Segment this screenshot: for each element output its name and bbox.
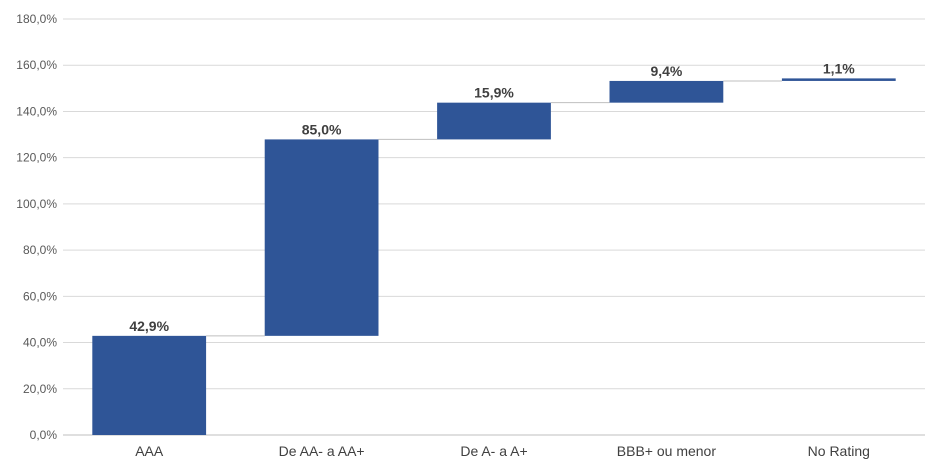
bars [92, 78, 896, 435]
y-tick-label: 40,0% [23, 336, 57, 350]
y-tick-label: 180,0% [16, 12, 57, 26]
bar [437, 102, 551, 140]
y-tick-label: 20,0% [23, 382, 57, 396]
connectors [206, 80, 782, 337]
bar [781, 78, 896, 81]
category-label: No Rating [808, 443, 870, 459]
data-labels: 42,9% 85,0% 15,9% 9,4% 1,1% [129, 60, 855, 333]
y-tick-label: 100,0% [16, 197, 57, 211]
category-label: De AA- a AA+ [279, 443, 365, 459]
data-label: 15,9% [474, 85, 514, 101]
x-axis-categories: AAA De AA- a AA+ De A- a A+ BBB+ ou menor No… [135, 443, 870, 459]
bar [264, 139, 379, 336]
category-label: BBB+ ou menor [617, 443, 717, 459]
y-tick-label: 140,0% [16, 104, 57, 118]
y-axis-ticks: 0,0% 20,0% 40,0% 60,0% 80,0% 100,0% 120,0% 140,… [16, 12, 57, 442]
y-tick-label: 60,0% [23, 289, 57, 303]
category-label: De A- a A+ [460, 443, 527, 459]
y-tick-label: 120,0% [16, 151, 57, 165]
data-label: 1,1% [823, 60, 855, 76]
bar [92, 335, 207, 435]
y-tick-label: 80,0% [23, 243, 57, 257]
y-tick-label: 160,0% [16, 58, 57, 72]
data-label: 42,9% [129, 318, 169, 334]
data-label: 85,0% [302, 121, 342, 137]
y-tick-label: 0,0% [30, 428, 58, 442]
gridlines [63, 18, 925, 436]
data-label: 9,4% [650, 63, 682, 79]
category-label: AAA [135, 443, 164, 459]
bar [609, 80, 724, 103]
